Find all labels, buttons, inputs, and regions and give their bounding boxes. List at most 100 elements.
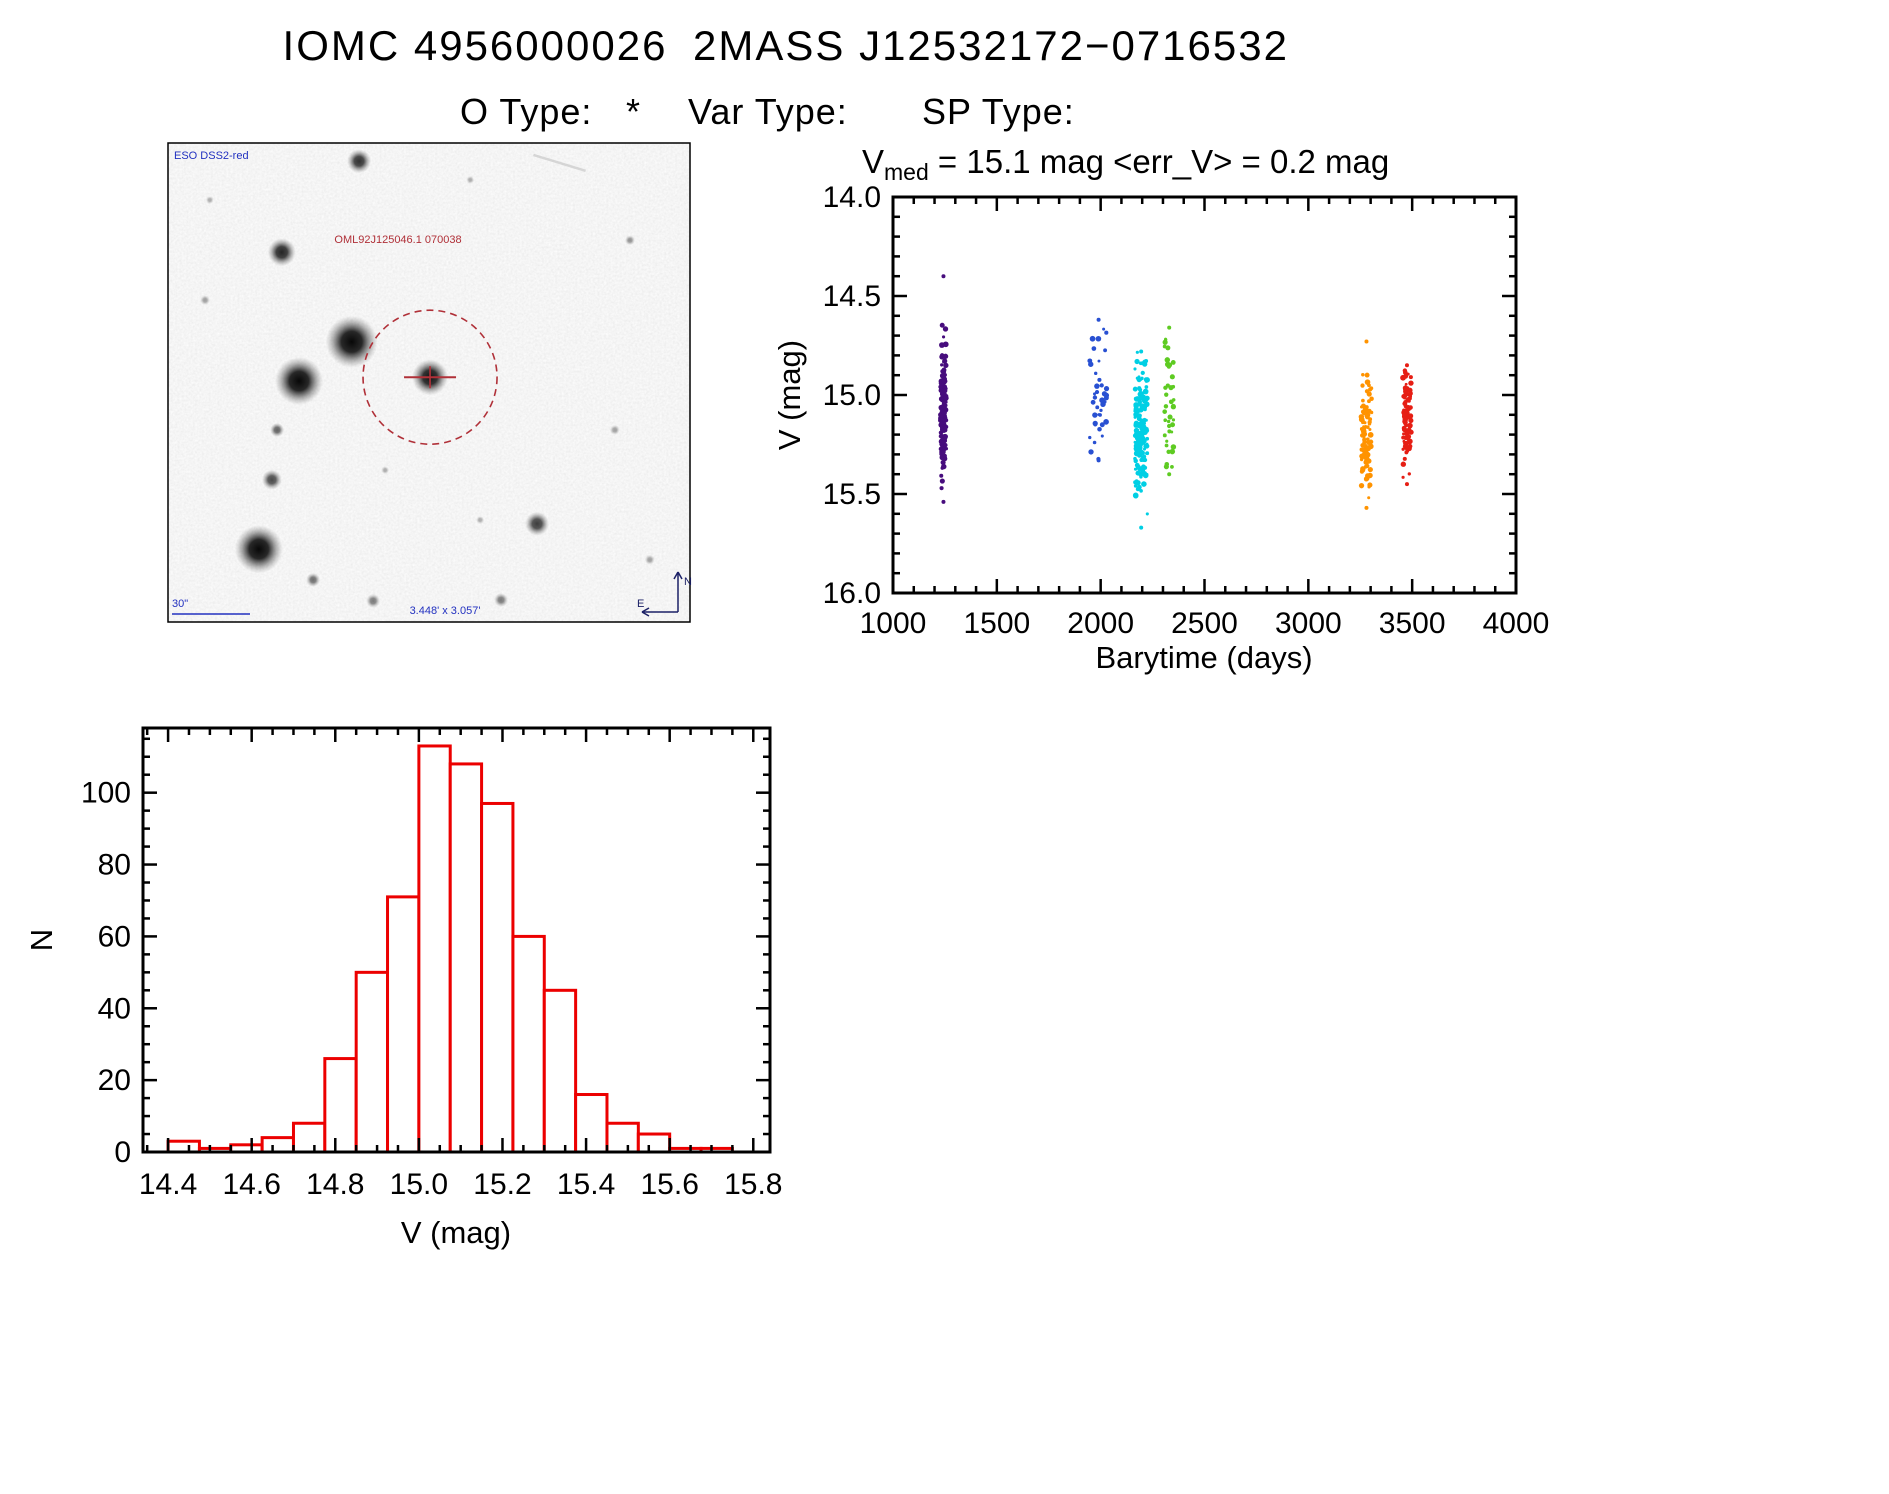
point	[942, 341, 949, 348]
finder-fov-label: 3.448' x 3.057'	[410, 605, 481, 617]
y-tick-label: 14.0	[823, 181, 881, 214]
point	[1402, 368, 1408, 373]
point	[1137, 413, 1142, 418]
point	[1133, 440, 1137, 444]
point	[1136, 377, 1142, 383]
point	[1136, 430, 1141, 435]
arrowhead	[641, 611, 650, 617]
point	[1368, 428, 1372, 432]
point	[943, 392, 947, 396]
lightcurve-ylabel: V (mag)	[772, 340, 807, 450]
point	[1167, 325, 1172, 330]
point	[1364, 452, 1370, 458]
point	[1163, 418, 1168, 422]
x-tick-label: 1000	[860, 607, 927, 640]
point	[1133, 484, 1138, 488]
point	[1166, 364, 1171, 369]
lightcurve-points	[938, 274, 1414, 530]
point	[1164, 443, 1169, 448]
finder-annotations: ESO DSS2-red OML92J125046.1 070038 30" 3…	[172, 150, 692, 617]
point	[1169, 374, 1175, 380]
point	[1170, 430, 1174, 434]
o-type-label: O Type:	[460, 91, 592, 132]
point	[1364, 339, 1369, 344]
histogram-bar	[386, 895, 421, 1154]
x-tick-label: 3500	[1379, 607, 1446, 640]
point	[1140, 370, 1145, 376]
point	[1088, 449, 1094, 455]
finder-target-label: OML92J125046.1 070038	[334, 234, 461, 246]
point	[942, 326, 949, 332]
x-tick-label: 14.8	[306, 1168, 364, 1201]
point	[1135, 396, 1139, 400]
point	[1098, 413, 1102, 417]
point	[1364, 413, 1369, 419]
point	[1092, 395, 1098, 400]
star	[609, 424, 620, 435]
point	[1404, 363, 1409, 368]
point	[1407, 443, 1413, 449]
point	[1136, 438, 1140, 443]
point	[1090, 399, 1096, 405]
point	[1402, 432, 1406, 436]
y-tick-label: 40	[98, 992, 131, 1025]
y-tick-label: 20	[98, 1064, 131, 1097]
point	[1408, 429, 1414, 435]
point	[1142, 417, 1147, 423]
point	[1360, 466, 1366, 472]
point	[1145, 444, 1149, 448]
star	[306, 572, 321, 587]
point	[1404, 382, 1408, 386]
point	[1362, 440, 1367, 445]
histogram-ticks	[143, 728, 770, 1154]
point	[1135, 470, 1141, 476]
histogram-bar	[417, 744, 452, 1154]
point	[1099, 422, 1105, 428]
point	[1140, 429, 1146, 435]
point	[1170, 444, 1177, 450]
point	[1091, 346, 1097, 351]
x-tick-label: 15.8	[724, 1168, 782, 1201]
point	[941, 378, 947, 384]
point	[943, 362, 949, 368]
point	[1139, 489, 1143, 493]
point	[943, 418, 949, 423]
histogram-bar	[542, 988, 578, 1154]
histogram-bar	[636, 1132, 672, 1154]
x-tick-label: 15.4	[557, 1168, 615, 1201]
star	[200, 295, 211, 306]
histogram-bar	[448, 762, 484, 1154]
point	[1136, 466, 1140, 470]
histogram-labels: V (mag) N	[24, 929, 511, 1250]
point	[1133, 420, 1139, 426]
point	[1169, 448, 1176, 455]
point	[1404, 482, 1409, 487]
point	[1134, 406, 1139, 410]
point	[939, 389, 943, 393]
point	[1094, 371, 1098, 376]
point	[1133, 367, 1137, 371]
star	[270, 422, 285, 437]
point	[1367, 472, 1373, 479]
lightcurve-title: Vmed = 15.1 mag <err_V> = 0.2 mag	[862, 143, 1389, 185]
point	[1095, 405, 1100, 410]
x-tick-label: 3000	[1275, 607, 1342, 640]
point	[1165, 345, 1171, 351]
point	[1139, 471, 1144, 476]
point	[1133, 413, 1138, 418]
lightcurve-labels: Vmed = 15.1 mag <err_V> = 0.2 mag Baryti…	[772, 143, 1389, 675]
point	[1097, 377, 1102, 382]
point	[1140, 404, 1147, 411]
lightcurve-series-epoch-1	[938, 274, 949, 504]
point	[1134, 408, 1140, 414]
point	[941, 335, 946, 339]
point	[1101, 401, 1106, 407]
point	[939, 478, 945, 484]
point	[1104, 330, 1109, 335]
point	[1167, 423, 1172, 429]
point	[1367, 482, 1373, 488]
finder-survey-label: ESO DSS2-red	[174, 150, 249, 162]
point	[1145, 472, 1149, 477]
star	[466, 175, 475, 184]
